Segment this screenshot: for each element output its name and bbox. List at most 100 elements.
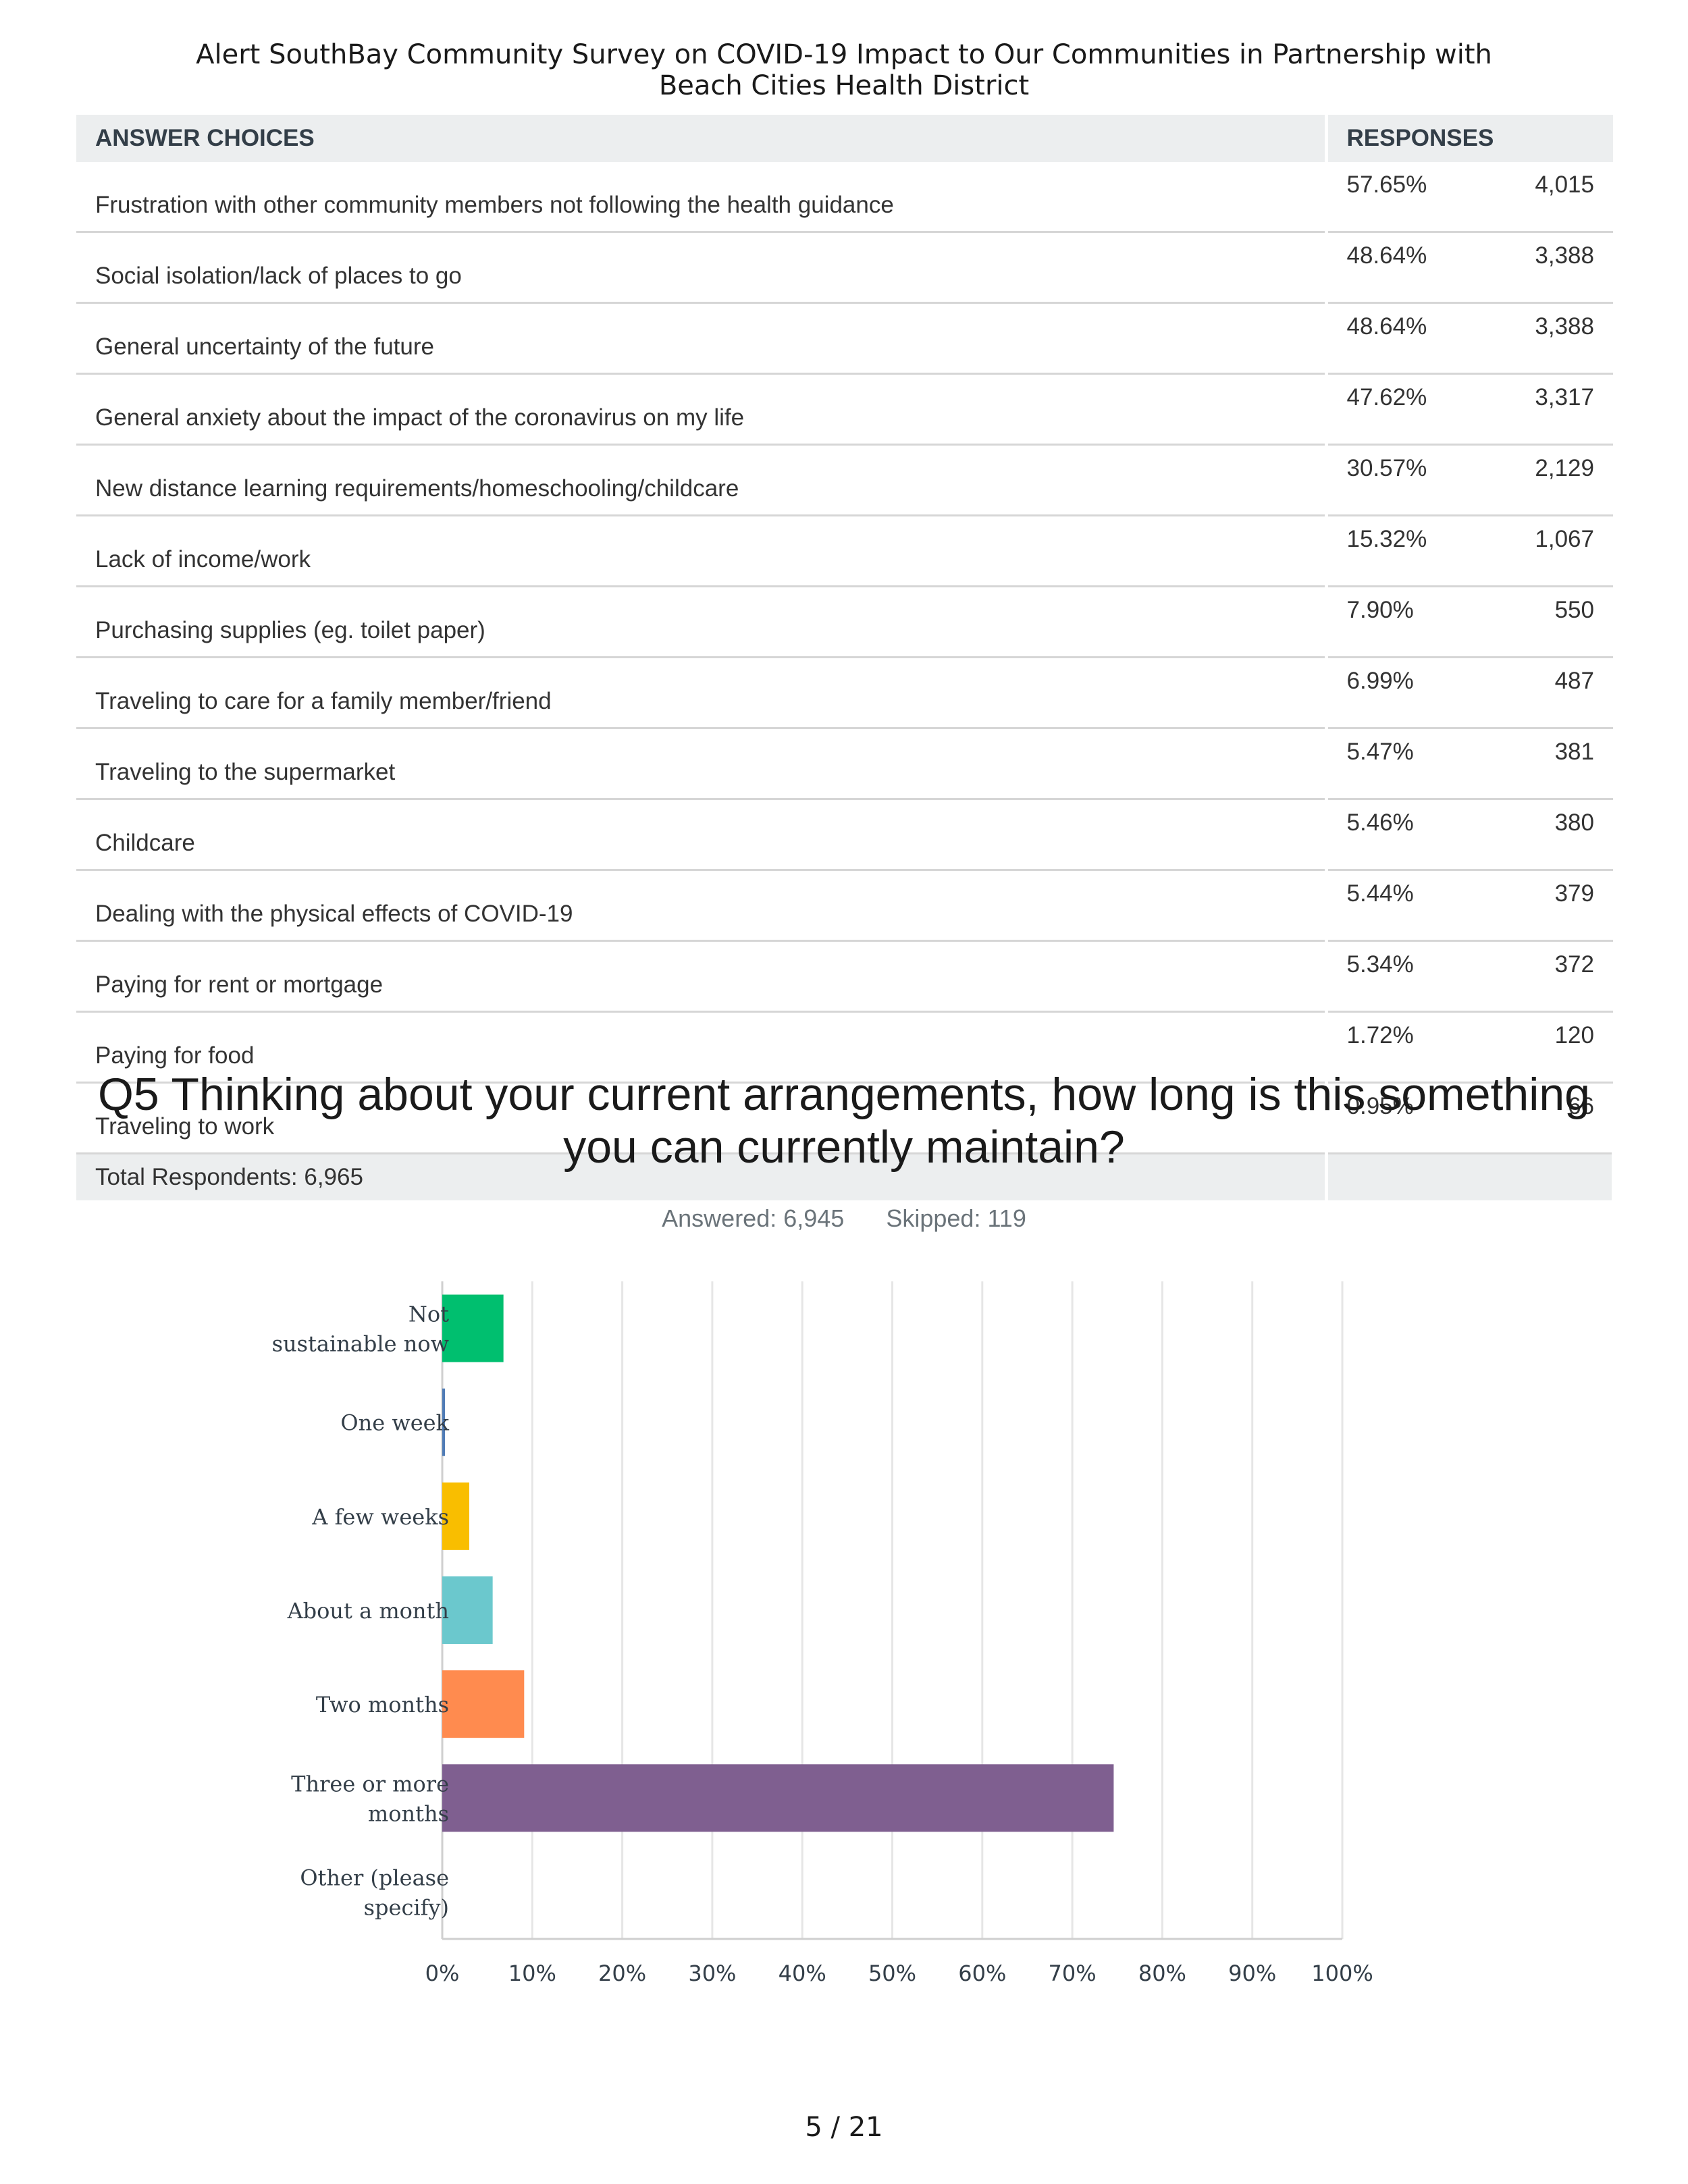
response-count: 379 <box>1554 880 1594 907</box>
response-percent: 7.90% <box>1346 597 1414 623</box>
category-label-line: One week <box>340 1410 449 1436</box>
x-tick-label: 40% <box>779 1961 826 1986</box>
category-label-line: Not <box>408 1302 449 1327</box>
category-label: One week <box>340 1410 449 1436</box>
category-label-line: A few weeks <box>311 1504 449 1530</box>
table-row: Lack of income/work 15.32% 1,067 <box>76 515 1613 587</box>
response-count: 381 <box>1554 739 1594 765</box>
category-label: A few weeks <box>311 1504 449 1530</box>
response-count: 372 <box>1554 951 1594 978</box>
response-cell: 5.47% 381 <box>1326 728 1613 800</box>
bar <box>442 1388 445 1456</box>
x-tick-label: 20% <box>598 1961 646 1986</box>
total-respondents: Total Respondents: 6,965 <box>76 1153 1328 1200</box>
table-row: General uncertainty of the future 48.64% 3… <box>76 302 1613 375</box>
x-tick-label: 80% <box>1138 1961 1186 1986</box>
response-cell: 30.57% 2,129 <box>1326 444 1613 516</box>
x-tick-label: 0% <box>425 1961 460 1986</box>
response-count: 380 <box>1554 809 1594 836</box>
table-row: Traveling to the supermarket 5.47% 381 <box>76 728 1613 800</box>
answer-choice: Paying for food <box>76 1011 1328 1084</box>
response-cell: 6.99% 487 <box>1326 657 1613 729</box>
response-percent: 1.72% <box>1346 1022 1414 1048</box>
document-title-line2: Beach Cities Health District <box>658 70 1030 101</box>
response-count: 2,129 <box>1535 455 1594 481</box>
response-count: 3,388 <box>1535 313 1594 340</box>
answer-choice: Traveling to care for a family member/fr… <box>76 657 1328 729</box>
answer-choice: Frustration with other community members… <box>76 162 1328 233</box>
response-count: 4,015 <box>1535 171 1594 198</box>
question-title-line2: you can currently maintain? <box>563 1121 1125 1173</box>
table-row: Dealing with the physical effects of COV… <box>76 870 1613 942</box>
response-percent: 6.99% <box>1346 668 1414 694</box>
table-row: Paying for rent or mortgage 5.34% 372 <box>76 940 1613 1013</box>
response-count: 550 <box>1554 597 1594 623</box>
response-count: 1,067 <box>1535 526 1594 552</box>
skipped-count: Skipped: 119 <box>886 1204 1026 1232</box>
table-row: General anxiety about the impact of the … <box>76 373 1613 446</box>
table-row: Frustration with other community members… <box>76 162 1613 233</box>
bar <box>442 1764 1114 1832</box>
answer-choice: Traveling to the supermarket <box>76 728 1328 800</box>
answer-choice: General uncertainty of the future <box>76 302 1328 375</box>
category-label-line: Other (please <box>300 1865 449 1890</box>
answer-choice: Paying for rent or mortgage <box>76 940 1328 1013</box>
category-label: Other (please specify) <box>300 1865 449 1920</box>
category-label: Not sustainable now <box>272 1302 450 1357</box>
response-cell: 15.32% 1,067 <box>1326 515 1613 587</box>
answer-choice: Childcare <box>76 799 1328 871</box>
table-row: New distance learning requirements/homes… <box>76 444 1613 516</box>
response-cell: 48.64% 3,388 <box>1326 302 1613 375</box>
x-tick-label: 100% <box>1311 1961 1373 1986</box>
category-label-line: Two months <box>316 1692 449 1717</box>
response-cell: 5.44% 379 <box>1326 870 1613 942</box>
table-row: Childcare 5.46% 380 <box>76 799 1613 871</box>
table-row: Social isolation/lack of places to go 48.… <box>76 232 1613 304</box>
bar <box>442 1482 469 1550</box>
category-label: About a month <box>287 1598 449 1624</box>
table-row: Paying for food 1.72% 120 <box>76 1011 1613 1084</box>
category-label: Two months <box>316 1692 449 1717</box>
response-percent: 15.32% <box>1346 526 1427 552</box>
question-title: Q5 Thinking about your current arrangeme… <box>0 1068 1688 1173</box>
x-tick-label: 10% <box>508 1961 556 1986</box>
bar <box>442 1670 525 1738</box>
response-count: 66 <box>1568 1093 1594 1119</box>
response-cell: 57.65% 4,015 <box>1326 162 1613 233</box>
question-title-line1: Q5 Thinking about your current arrangeme… <box>98 1069 1590 1120</box>
x-tick-label: 70% <box>1049 1961 1097 1986</box>
document-title: Alert SouthBay Community Survey on COVID… <box>0 39 1688 101</box>
response-percent: 5.46% <box>1346 809 1414 836</box>
category-label-line: Three or more <box>291 1771 449 1796</box>
category-label-line: About a month <box>287 1598 449 1624</box>
table-row: Purchasing supplies (eg. toilet paper) 7.… <box>76 586 1613 658</box>
category-label-line: sustainable now <box>272 1331 449 1357</box>
response-percent: 0.95% <box>1346 1093 1414 1119</box>
response-count: 3,388 <box>1535 242 1594 269</box>
page-number: 5 / 21 <box>805 2112 883 2143</box>
answered-count: Answered: 6,945 <box>662 1204 845 1232</box>
x-tick-label: 50% <box>868 1961 916 1986</box>
response-cell: 5.46% 380 <box>1326 799 1613 871</box>
answer-choice: New distance learning requirements/homes… <box>76 444 1328 516</box>
x-tick-label: 60% <box>958 1961 1006 1986</box>
answer-choice: General anxiety about the impact of the … <box>76 373 1328 446</box>
answer-choice: Dealing with the physical effects of COV… <box>76 870 1328 942</box>
response-percent: 30.57% <box>1346 455 1427 481</box>
x-tick-label: 90% <box>1228 1961 1276 1986</box>
category-label: Three or more months <box>291 1771 449 1826</box>
response-percent: 5.47% <box>1346 739 1414 765</box>
response-cell: 47.62% 3,317 <box>1326 373 1613 446</box>
category-label-line: specify) <box>364 1894 449 1920</box>
responses-table: ANSWER CHOICES RESPONSES Frustration wit… <box>76 115 1615 1200</box>
responses-header: RESPONSES <box>1326 115 1613 162</box>
table-header-row: ANSWER CHOICES RESPONSES <box>76 115 1613 162</box>
table-row: Traveling to work 0.95% 66 <box>76 1082 1613 1154</box>
bar <box>442 1576 493 1644</box>
document-title-line1: Alert SouthBay Community Survey on COVID… <box>196 39 1492 70</box>
response-cell: 0.95% 66 <box>1326 1082 1613 1154</box>
response-cell: 7.90% 550 <box>1326 586 1613 658</box>
response-count: 487 <box>1554 668 1594 694</box>
response-cell: 5.34% 372 <box>1326 940 1613 1013</box>
